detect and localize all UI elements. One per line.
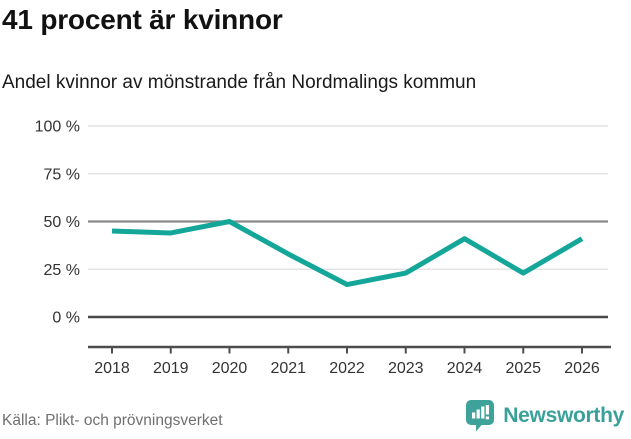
chart-subtitle: Andel kvinnor av mönstrande från Nordmal… (2, 72, 477, 93)
brand-name: Newsworthy (503, 403, 624, 427)
y-tick-label: 50 % (44, 214, 80, 231)
x-tick-label: 2024 (447, 360, 483, 377)
bar-1 (472, 412, 476, 419)
speech-bubble-shape (466, 400, 495, 432)
data-line-andel-kvinnor (111, 219, 584, 288)
source-note: Källa: Plikt- och prövningsverket (2, 412, 223, 429)
chart-title: 41 procent är kvinnor (2, 4, 283, 35)
bar-2 (476, 409, 481, 419)
x-tick-label: 2020 (212, 360, 248, 377)
y-tick-label: 0 % (52, 310, 80, 327)
y-tick-label: 75 % (44, 166, 80, 183)
exclamation-dot (486, 416, 490, 420)
bar-3 (481, 406, 485, 419)
newsworthy-icon (466, 400, 495, 432)
line-chart: 0 % 25 % 50 % 75 % 100 % 2018 2019 2020 2021 2022… (0, 110, 631, 388)
x-tick-label: 2022 (329, 360, 365, 377)
exclamation-bar (486, 405, 490, 415)
x-tick-label: 2021 (270, 360, 306, 377)
y-tick-label: 25 % (44, 262, 80, 279)
chart-svg: 0 % 25 % 50 % 75 % 100 % 2018 2019 2020 2021 2022… (35, 119, 611, 377)
brand-logo-link[interactable]: Newsworthy (465, 399, 624, 432)
x-tick-label: 2023 (388, 360, 424, 377)
y-tick-label: 100 % (35, 119, 80, 136)
x-tick-label: 2019 (153, 360, 189, 377)
x-tick-label: 2018 (94, 360, 130, 377)
x-tick-label: 2026 (564, 360, 600, 377)
x-tick-label: 2025 (505, 360, 541, 377)
